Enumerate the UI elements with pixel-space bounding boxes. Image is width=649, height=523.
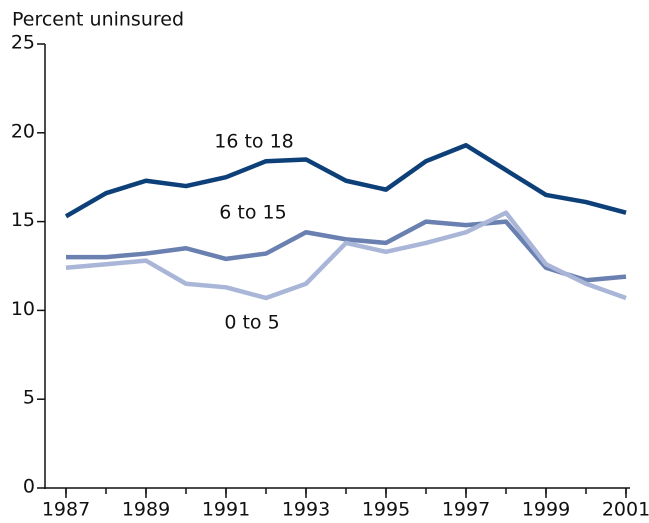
x-tick-label: 2001: [602, 499, 649, 521]
x-tick-label: 1993: [282, 499, 330, 521]
y-axis-label: Percent uninsured: [12, 9, 184, 31]
x-tick-label: 1997: [442, 499, 490, 521]
y-tick-label: 20: [11, 120, 35, 142]
series-label: 0 to 5: [224, 312, 279, 334]
series-label: 16 to 18: [214, 131, 294, 153]
series-line: [66, 219, 627, 283]
y-tick-label: 25: [11, 32, 35, 54]
y-tick-label: 10: [11, 298, 35, 320]
x-tick-label: 1991: [202, 499, 250, 521]
x-tick-label: 1995: [362, 499, 410, 521]
series-line: [65, 210, 627, 301]
series-label: 6 to 15: [219, 202, 286, 224]
x-tick-label: 1999: [522, 499, 570, 521]
y-tick-label: 5: [23, 387, 35, 409]
series-line: [64, 142, 627, 219]
x-tick-label: 1987: [42, 499, 90, 521]
y-tick-label: 15: [11, 209, 35, 231]
x-tick-label: 1989: [122, 499, 170, 521]
y-tick-label: 0: [23, 476, 35, 498]
